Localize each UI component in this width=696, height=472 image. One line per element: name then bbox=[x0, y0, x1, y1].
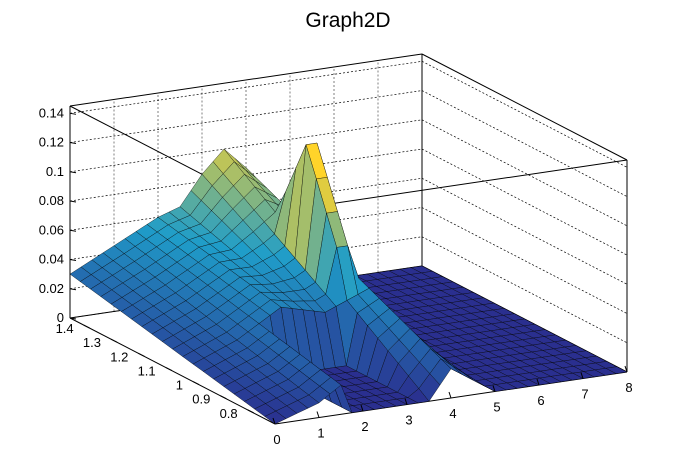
z-gridline bbox=[421, 148, 628, 256]
z-tick-mark bbox=[69, 171, 77, 174]
y-axis-ticks: 0.8 0.9 1 1.1 1.2 1.3 1.4 bbox=[56, 321, 254, 421]
z-tick-mark bbox=[69, 317, 77, 320]
y-tick-label: 0.8 bbox=[220, 406, 238, 421]
z-tick-label: 0 bbox=[57, 310, 64, 325]
x-tick-mark bbox=[448, 391, 452, 399]
x-tick-label: 5 bbox=[493, 400, 500, 415]
z-gridline bbox=[421, 177, 628, 285]
z-tick-mark bbox=[69, 142, 77, 145]
x-tick-mark bbox=[492, 385, 496, 392]
z-gridline bbox=[421, 236, 628, 344]
z-tick-label: 0.08 bbox=[39, 193, 64, 208]
x-tick-mark bbox=[624, 365, 628, 373]
y-tick-mark bbox=[247, 409, 254, 414]
z-tick-mark bbox=[69, 288, 77, 291]
z-gridline bbox=[421, 90, 628, 197]
x-tick-label: 3 bbox=[405, 413, 412, 428]
z-gridline bbox=[421, 119, 628, 227]
x-tick-label: 2 bbox=[361, 419, 368, 434]
frame-edge bbox=[69, 317, 276, 425]
x-tick-mark bbox=[316, 411, 320, 418]
y-tick-label: 1.4 bbox=[56, 321, 74, 336]
y-tick-mark bbox=[110, 338, 118, 343]
z-tick-label: 0.06 bbox=[39, 222, 64, 237]
y-tick-label: 1 bbox=[176, 378, 183, 393]
y-tick-mark bbox=[220, 395, 227, 400]
z-tick-mark bbox=[69, 259, 77, 262]
y-tick-mark bbox=[192, 381, 200, 386]
x-tick-label: 1 bbox=[317, 426, 324, 441]
y-tick-mark bbox=[138, 352, 145, 357]
z-tick-label: 0.1 bbox=[46, 164, 64, 179]
z-tick-label: 0.14 bbox=[39, 105, 64, 120]
y-tick-label: 0.9 bbox=[192, 392, 210, 407]
frame-edge bbox=[69, 53, 423, 107]
z-gridline bbox=[421, 60, 628, 168]
x-tick-mark bbox=[580, 372, 584, 379]
y-tick-mark bbox=[83, 324, 90, 329]
x-tick-mark bbox=[404, 398, 408, 405]
x-tick-label: 6 bbox=[537, 393, 544, 408]
x-tick-label: 8 bbox=[625, 380, 632, 395]
z-tick-label: 0.02 bbox=[39, 281, 64, 296]
y-tick-label: 1.1 bbox=[138, 363, 156, 378]
z-gridline bbox=[421, 207, 628, 314]
z-tick-label: 0.04 bbox=[39, 252, 64, 267]
x-tick-label: 0 bbox=[273, 432, 280, 447]
x-tick-mark bbox=[272, 417, 276, 425]
z-tick-mark bbox=[69, 200, 77, 203]
x-tick-mark bbox=[536, 378, 540, 386]
z-gridline bbox=[69, 119, 423, 173]
y-tick-label: 1.2 bbox=[110, 349, 128, 364]
y-tick-label: 1.3 bbox=[83, 335, 101, 350]
surface-cell bbox=[264, 410, 287, 425]
x-tick-label: 4 bbox=[449, 406, 456, 421]
x-tick-mark bbox=[360, 404, 364, 412]
z-gridline bbox=[69, 90, 423, 143]
y-tick-mark bbox=[165, 367, 172, 371]
surface-mesh bbox=[69, 142, 628, 425]
chart-title: Graph2D bbox=[305, 9, 390, 32]
z-tick-mark bbox=[69, 112, 77, 115]
frame-edge bbox=[421, 53, 628, 161]
z-axis-ticks: 0 0.02 0.04 0.06 0.08 0.1 0.12 0.14 bbox=[39, 105, 77, 325]
x-axis-ticks: 0 1 2 3 4 5 6 7 8 bbox=[272, 365, 633, 447]
x-tick-label: 7 bbox=[581, 387, 588, 402]
z-tick-mark bbox=[69, 229, 77, 232]
z-tick-label: 0.12 bbox=[39, 135, 64, 150]
